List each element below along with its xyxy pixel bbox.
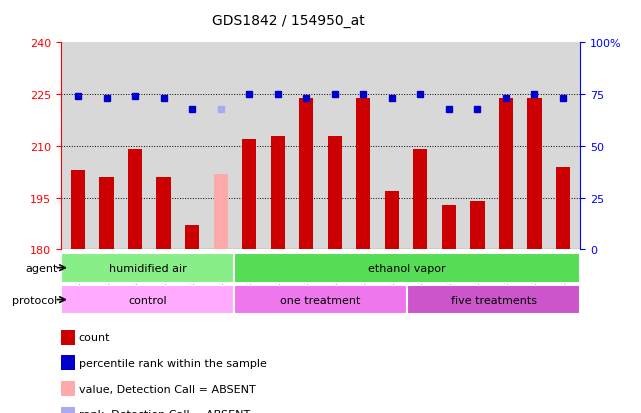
Bar bbox=[299, 98, 313, 250]
Text: five treatments: five treatments bbox=[451, 295, 537, 305]
Bar bbox=[71, 171, 85, 250]
Bar bbox=[413, 150, 428, 250]
Text: protocol: protocol bbox=[12, 295, 58, 305]
Text: percentile rank within the sample: percentile rank within the sample bbox=[79, 358, 267, 368]
Bar bbox=[271, 136, 285, 250]
Bar bbox=[213, 174, 228, 250]
Bar bbox=[99, 178, 113, 250]
Text: GDS1842 / 154950_at: GDS1842 / 154950_at bbox=[212, 14, 365, 28]
Bar bbox=[556, 167, 570, 250]
Text: control: control bbox=[128, 295, 167, 305]
Bar bbox=[356, 98, 370, 250]
Bar bbox=[528, 98, 542, 250]
Bar bbox=[407, 285, 580, 315]
Bar bbox=[385, 191, 399, 250]
Text: humidified air: humidified air bbox=[108, 263, 187, 273]
Bar bbox=[242, 140, 256, 250]
Text: agent: agent bbox=[25, 263, 58, 273]
Bar bbox=[61, 253, 234, 283]
Bar bbox=[234, 285, 407, 315]
Text: one treatment: one treatment bbox=[280, 295, 361, 305]
Bar bbox=[442, 205, 456, 250]
Bar bbox=[128, 150, 142, 250]
Text: ethanol vapor: ethanol vapor bbox=[368, 263, 446, 273]
Bar bbox=[328, 136, 342, 250]
Text: rank, Detection Call = ABSENT: rank, Detection Call = ABSENT bbox=[79, 409, 250, 413]
Bar bbox=[499, 98, 513, 250]
Bar bbox=[156, 178, 171, 250]
Bar bbox=[185, 226, 199, 250]
Text: count: count bbox=[79, 332, 110, 342]
Text: value, Detection Call = ABSENT: value, Detection Call = ABSENT bbox=[79, 384, 256, 394]
Bar bbox=[470, 202, 485, 250]
Bar bbox=[234, 253, 580, 283]
Bar bbox=[61, 285, 234, 315]
